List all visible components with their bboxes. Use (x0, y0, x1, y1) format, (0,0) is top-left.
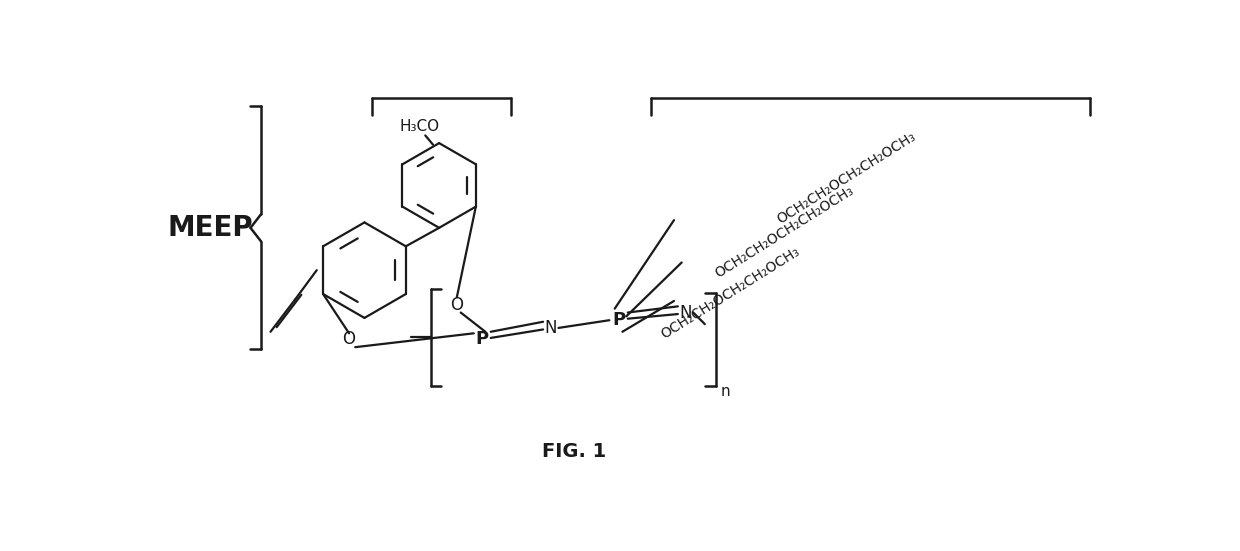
Text: n: n (720, 385, 730, 399)
Text: N: N (680, 304, 692, 322)
Text: P: P (613, 311, 625, 329)
Text: MEEP: MEEP (167, 214, 253, 242)
Text: OCH₂CH₂OCH₂CH₂OCH₃: OCH₂CH₂OCH₂CH₂OCH₃ (658, 245, 802, 342)
Text: P: P (475, 331, 489, 348)
Text: OCH₂CH₂OCH₂CH₂OCH₃: OCH₂CH₂OCH₂CH₂OCH₃ (774, 129, 918, 226)
Text: FIG. 1: FIG. 1 (542, 441, 606, 461)
Text: OCH₂CH₂OCH₂CH₂OCH₃: OCH₂CH₂OCH₂CH₂OCH₃ (713, 183, 857, 280)
Text: O: O (450, 296, 464, 314)
Text: H₃CO: H₃CO (399, 118, 440, 134)
Text: N: N (544, 319, 557, 337)
Text: O: O (342, 331, 356, 348)
